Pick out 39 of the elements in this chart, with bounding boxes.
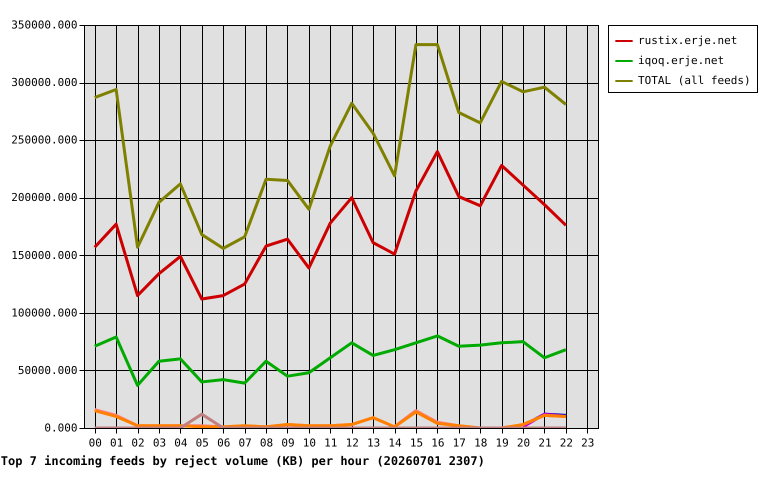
x-tick-label: 09 xyxy=(281,436,295,450)
legend-label: iqoq.erje.net xyxy=(638,54,724,67)
x-tick-label: 19 xyxy=(496,436,509,450)
x-tick-label: 21 xyxy=(538,436,552,450)
x-tick-label: 00 xyxy=(88,436,102,450)
x-tick-label: 11 xyxy=(324,436,338,450)
y-tick-label: 350000.000 xyxy=(11,18,78,32)
x-tick-label: 05 xyxy=(196,436,209,450)
x-tick-label: 06 xyxy=(217,436,230,450)
x-tick-label: 18 xyxy=(474,436,488,450)
text: Top 7 incoming feeds by reject volume (KB) per hour (20260701 2307) xyxy=(0,454,485,468)
y-tick-label: 300000.000 xyxy=(11,76,78,90)
x-tick-label: 17 xyxy=(452,436,466,450)
legend-label: rustix.erje.net xyxy=(638,34,738,47)
x-tick-label: 15 xyxy=(410,436,424,450)
x-tick-label: 12 xyxy=(346,436,359,450)
y-tick-label: 50000.000 xyxy=(18,364,78,377)
y-tick-label: 150000.000 xyxy=(11,248,78,262)
y-tick-label: 200000.000 xyxy=(11,191,78,204)
legend-label: TOTAL (all feeds) xyxy=(638,74,751,87)
x-tick-label: 08 xyxy=(260,436,274,450)
x-tick-label: 07 xyxy=(238,436,252,450)
x-tick-label: 03 xyxy=(152,436,166,450)
x-tick-label: 20 xyxy=(516,436,530,450)
x-tick-label: 22 xyxy=(560,436,573,450)
x-tick-label: 01 xyxy=(110,436,124,450)
line-series xyxy=(93,43,568,250)
x-tick-label: 14 xyxy=(388,436,402,450)
line-series xyxy=(93,334,568,387)
line-series xyxy=(93,150,568,301)
x-tick-label: 16 xyxy=(431,436,444,450)
x-tick-label: 10 xyxy=(302,436,316,450)
y-tick-label: 100000.000 xyxy=(11,306,78,320)
x-tick-label: 04 xyxy=(174,436,188,450)
x-tick-label: 02 xyxy=(131,436,145,450)
x-tick-label: 13 xyxy=(367,436,380,450)
y-tick-label: 0.000 xyxy=(44,422,78,434)
x-tick-label: 23 xyxy=(581,436,594,450)
y-tick-label: 250000.000 xyxy=(11,134,78,147)
